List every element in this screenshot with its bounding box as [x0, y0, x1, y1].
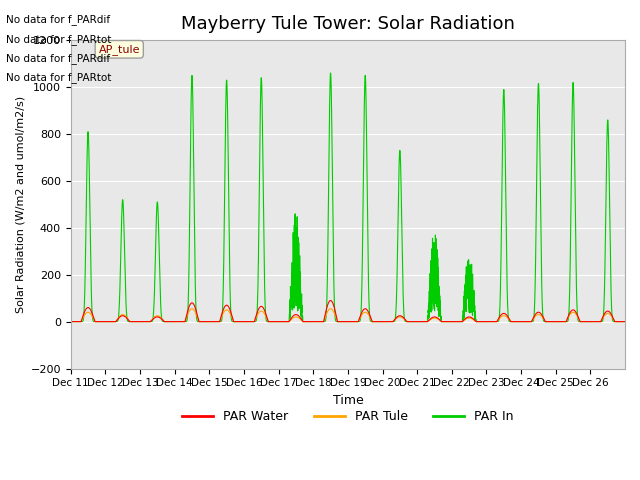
Text: AP_tule: AP_tule — [99, 44, 140, 55]
Line: PAR Water: PAR Water — [71, 300, 625, 322]
PAR Water — [500, 311, 508, 316]
PAR Tule — [188, 306, 196, 312]
X-axis label: Time: Time — [333, 394, 364, 407]
PAR In — [621, 319, 629, 324]
PAR Water — [67, 319, 75, 324]
PAR Water — [541, 319, 549, 324]
Title: Mayberry Tule Tower: Solar Radiation: Mayberry Tule Tower: Solar Radiation — [181, 15, 515, 33]
Line: PAR In: PAR In — [71, 73, 625, 322]
PAR In — [500, 88, 508, 94]
PAR Tule — [621, 319, 629, 324]
Line: PAR Tule: PAR Tule — [71, 309, 625, 322]
Y-axis label: Solar Radiation (W/m2 and umol/m2/s): Solar Radiation (W/m2 and umol/m2/s) — [15, 96, 25, 313]
PAR Tule — [398, 315, 406, 321]
PAR Tule — [67, 319, 75, 324]
Text: No data for f_PARdif: No data for f_PARdif — [6, 14, 111, 25]
PAR Water — [527, 319, 535, 324]
PAR In — [67, 319, 75, 324]
PAR Tule — [182, 317, 189, 323]
Text: No data for f_PARtot: No data for f_PARtot — [6, 72, 112, 83]
Text: No data for f_PARtot: No data for f_PARtot — [6, 34, 112, 45]
PAR In — [541, 319, 549, 324]
PAR Water — [326, 298, 334, 303]
PAR Water — [182, 316, 189, 322]
PAR In — [527, 319, 535, 324]
PAR In — [398, 249, 406, 255]
PAR Water — [398, 314, 406, 320]
PAR In — [326, 70, 334, 76]
PAR Tule — [369, 319, 376, 324]
Legend: PAR Water, PAR Tule, PAR In: PAR Water, PAR Tule, PAR In — [177, 405, 518, 428]
PAR Water — [621, 319, 629, 324]
PAR Water — [369, 319, 376, 324]
PAR Tule — [500, 313, 508, 319]
Text: No data for f_PARdif: No data for f_PARdif — [6, 53, 111, 64]
PAR In — [369, 319, 376, 324]
PAR In — [182, 319, 189, 324]
PAR Tule — [527, 319, 535, 324]
PAR Tule — [541, 319, 549, 324]
